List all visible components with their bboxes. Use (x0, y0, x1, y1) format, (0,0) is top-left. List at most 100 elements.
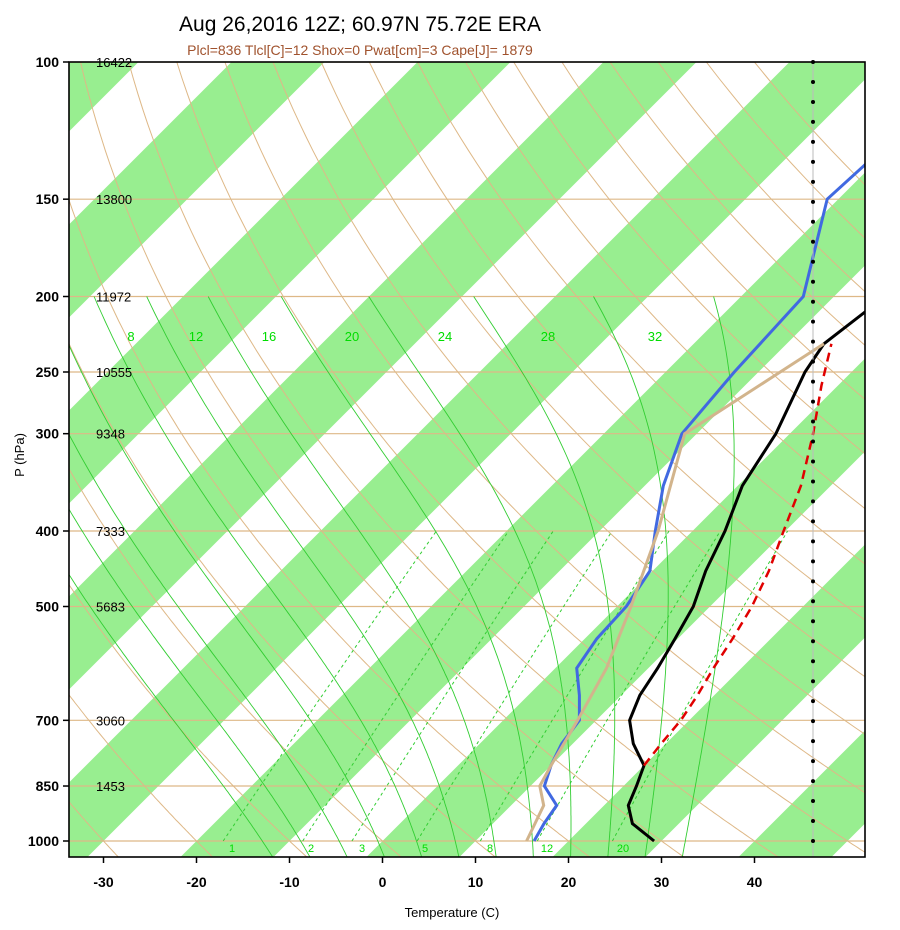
height-label: 3060 (96, 713, 125, 728)
wind-barb (811, 379, 815, 384)
mixing-ratio-label: 20 (345, 329, 359, 344)
wind-barb (811, 539, 815, 544)
wind-barb (811, 99, 815, 104)
green-band (69, 62, 865, 857)
plot-area (69, 62, 865, 857)
wind-barbs (811, 60, 815, 857)
wind-barb (811, 639, 815, 644)
wind-barb (811, 359, 815, 364)
wind-barb (811, 399, 815, 404)
in-plot-labels: 1642213800119721055593487333568330601453… (96, 55, 662, 855)
mixing-ratio-label: 2 (308, 843, 314, 855)
y-tick-label: 150 (36, 191, 60, 207)
series-line (525, 342, 825, 842)
wind-barb (811, 259, 815, 264)
x-tick-label: 40 (747, 874, 763, 890)
dry-adiabat (69, 583, 308, 857)
y-tick-label: 700 (36, 712, 60, 728)
green-band (69, 62, 697, 690)
dry-adiabat (465, 62, 865, 510)
green-band (69, 62, 325, 318)
dry-adiabat (69, 694, 214, 857)
dry-adiabat (80, 62, 685, 857)
dry-adiabats (69, 62, 865, 857)
wind-barb (811, 659, 815, 664)
mixing-ratio-label: 3 (359, 843, 365, 855)
height-label: 13800 (96, 192, 132, 207)
isobar-lines (69, 62, 865, 842)
wind-barb (811, 579, 815, 584)
x-tick-label: 10 (468, 874, 484, 890)
wind-barb (811, 499, 815, 504)
wind-barb (811, 599, 815, 604)
moist-adiabat (681, 296, 735, 857)
x-tick-label: -30 (93, 874, 113, 890)
wind-barb (811, 239, 815, 244)
wind-barb (811, 759, 815, 764)
moist-adiabat (593, 296, 669, 857)
wind-barb (811, 779, 815, 784)
height-label: 7333 (96, 524, 125, 539)
dry-adiabat (417, 62, 865, 565)
dry-adiabat (69, 198, 591, 857)
mixing-ratio-label: 12 (189, 329, 203, 344)
series-line (532, 162, 865, 842)
mixing-ratio-line (302, 530, 510, 842)
wind-barb (811, 199, 815, 204)
dry-adiabat (69, 467, 402, 857)
wind-barb (811, 479, 815, 484)
wind-barb (811, 299, 815, 304)
moist-adiabat (69, 508, 311, 857)
wind-barb (811, 159, 815, 164)
dry-adiabat (128, 62, 780, 857)
wind-barb (811, 819, 815, 824)
height-label: 5683 (96, 599, 125, 614)
dry-adiabat (69, 342, 497, 857)
green-band (552, 544, 865, 857)
wind-barb (811, 619, 815, 624)
green-band (180, 172, 865, 857)
mixing-ratio-line (222, 530, 437, 842)
mixing-ratio-label: 16 (262, 329, 276, 344)
dry-adiabat (561, 62, 865, 401)
mixing-ratio-label: 12 (541, 843, 553, 855)
y-tick-label: 1000 (28, 833, 59, 849)
height-label: 10555 (96, 365, 132, 380)
green-band (69, 62, 511, 504)
y-tick-label: 850 (36, 778, 60, 794)
wind-barb (811, 679, 815, 684)
mixing-ratio-label: 24 (438, 329, 452, 344)
mixing-ratio-line (536, 530, 721, 842)
green-band (738, 730, 865, 857)
dry-adiabat (176, 62, 865, 853)
x-tick-label: -20 (186, 874, 206, 890)
mixing-ratio-label: 8 (487, 843, 493, 855)
wind-barb (811, 139, 815, 144)
moist-adiabat (368, 296, 572, 857)
green-band (366, 358, 865, 857)
green-bands (69, 62, 865, 857)
chart-subtitle: Plcl=836 Tlcl[C]=12 Shox=0 Pwat[cm]=3 Ca… (187, 42, 533, 58)
moist-adiabats (69, 296, 735, 857)
wind-barb (811, 739, 815, 744)
x-tick-label: 20 (561, 874, 577, 890)
dry-adiabat (513, 62, 865, 455)
moist-adiabat (69, 344, 385, 857)
moist-adiabat (280, 296, 534, 857)
wind-barb (811, 179, 815, 184)
wind-barb (811, 439, 815, 444)
mixing-ratio-label: 32 (648, 329, 662, 344)
y-axis-label: P (hPa) (12, 433, 27, 477)
green-band (69, 62, 139, 132)
y-tick-label: 500 (36, 598, 60, 614)
wind-barb (811, 79, 815, 84)
chart-title: Aug 26,2016 12Z; 60.97N 75.72E ERA (179, 13, 541, 36)
wind-barb (811, 219, 815, 224)
mixing-ratio-label: 1 (229, 843, 235, 855)
dry-adiabat (320, 62, 865, 678)
moist-adiabat (69, 433, 348, 857)
moist-adiabat (207, 296, 497, 857)
moist-adiabat (146, 296, 460, 857)
mixing-ratio-label: 5 (422, 843, 428, 855)
moist-adiabat (93, 296, 423, 857)
